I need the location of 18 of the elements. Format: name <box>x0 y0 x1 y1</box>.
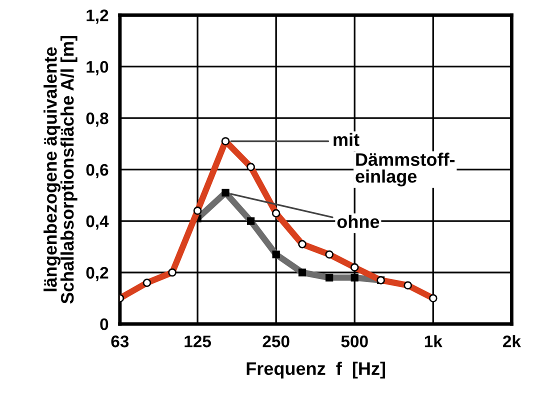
x-tick-label: 250 <box>262 336 290 348</box>
x-tick-label: 125 <box>184 336 211 348</box>
text: ohne <box>337 214 380 228</box>
y-tick-label: 0,2 <box>86 266 108 282</box>
x-tick-label: 63 <box>111 336 129 348</box>
y-tick-label: 0 <box>100 318 108 330</box>
y-tick-label: 1,0 <box>86 61 108 76</box>
annotation: Dämmstoff- einlage <box>356 152 455 186</box>
x-tick-label: 2k <box>502 335 521 348</box>
x-tick-label: 1k <box>424 335 442 348</box>
x-tick-label: 500 <box>341 336 368 348</box>
y-tick-label: 1,2 <box>86 10 108 24</box>
y-tick-label: 0,4 <box>86 215 109 230</box>
text: mit <box>334 132 360 146</box>
x-axis-title: Frequenz f [Hz] <box>246 362 386 379</box>
y-tick-label: 0,6 <box>86 164 108 178</box>
y-tick-label: 0,8 <box>86 112 108 127</box>
y-axis-title: längenbezogene äquivalente Schallabsorptionsfläche A/l [m] <box>44 36 78 304</box>
